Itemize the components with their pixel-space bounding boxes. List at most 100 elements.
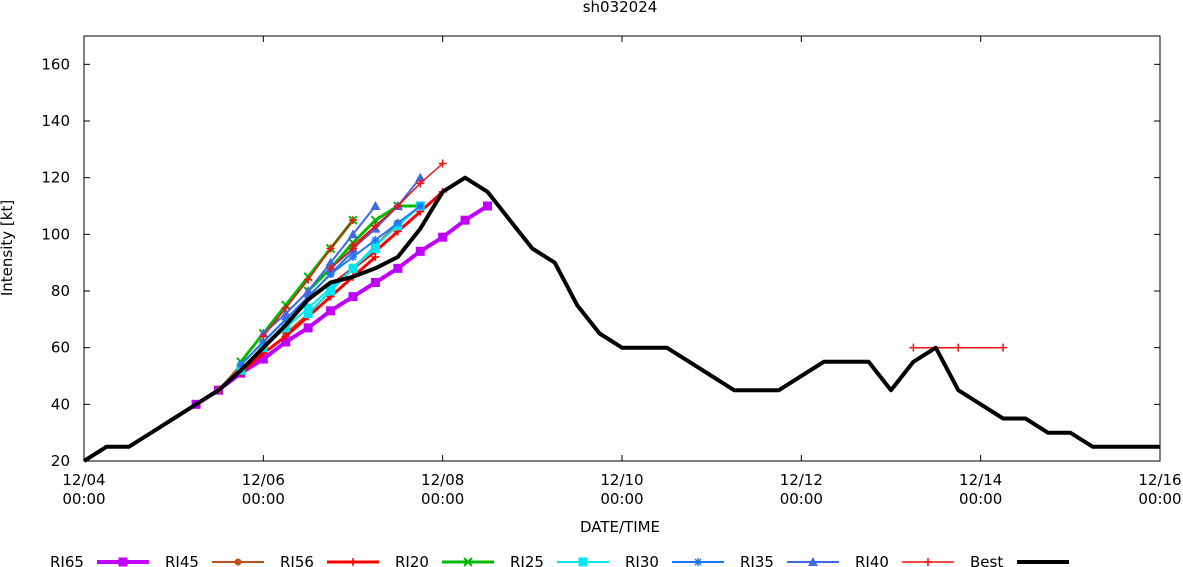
legend-marker: [234, 558, 242, 566]
data-point-ri40: [304, 275, 313, 284]
legend-item-ri56: RI56: [280, 553, 379, 567]
legend-marker: [463, 557, 473, 567]
data-point-ri40: [349, 241, 357, 250]
legend-label: RI65: [50, 553, 84, 567]
data-point-ri35: [348, 229, 358, 239]
data-point-ri40: [371, 221, 380, 230]
data-point-ri65: [281, 337, 291, 347]
y-tick-label: 160: [41, 55, 70, 73]
legend: RI65 RI45 RI56 RI20 RI25 RI30 RI35 RI40 Best: [50, 553, 1069, 567]
series-ri40: [259, 159, 1008, 352]
data-point-ri40: [326, 244, 335, 253]
data-point-ri35: [325, 257, 336, 267]
y-tick-label: 40: [51, 395, 70, 413]
data-point-ri40: [954, 343, 963, 352]
x-axis-title: DATE/TIME: [580, 518, 660, 536]
data-point-ri65: [258, 354, 268, 364]
legend-label: RI30: [625, 553, 659, 567]
data-point-ri30: [349, 253, 357, 261]
data-point-ri25: [326, 286, 336, 296]
data-point-ri65: [303, 323, 313, 333]
x-tick-date-label: 12/08: [421, 471, 464, 489]
legend-label: RI25: [510, 553, 544, 567]
legend-item-ri25: RI25: [510, 553, 609, 567]
data-point-ri65: [393, 263, 403, 273]
data-point-ri40: [393, 202, 402, 210]
x-tick-time-label: 00:00: [242, 490, 285, 508]
data-point-ri40: [416, 179, 425, 188]
data-point-ri40: [909, 343, 918, 352]
data-point-ri65: [438, 232, 448, 242]
x-tick-date-label: 12/12: [780, 471, 823, 489]
data-point-ri65: [415, 246, 425, 256]
data-point-ri25: [303, 303, 313, 313]
data-point-ri30: [304, 292, 313, 301]
data-point-ri35: [280, 308, 291, 318]
chart-title: sh032024: [583, 0, 658, 16]
legend-label: RI45: [165, 553, 199, 567]
data-point-ri65: [483, 201, 492, 211]
y-tick-label: 60: [51, 339, 70, 357]
legend-label: RI40: [855, 553, 889, 567]
x-tick-time-label: 00:00: [62, 490, 105, 508]
y-tick-label: 100: [41, 225, 70, 243]
x-tick-time-label: 00:00: [1138, 490, 1181, 508]
data-point-ri35: [370, 201, 381, 210]
x-tick-date-label: 12/14: [959, 471, 1002, 489]
data-point-ri40: [281, 304, 290, 312]
data-point-ri30: [236, 360, 245, 369]
data-point-ri65: [348, 292, 358, 302]
data-point-ri30: [259, 338, 268, 346]
legend-item-ri45: RI45: [165, 553, 264, 567]
data-point-ri25: [348, 263, 358, 273]
data-point-ri30: [281, 315, 290, 324]
y-tick-label: 140: [41, 112, 70, 130]
series-ri30: [236, 202, 425, 369]
legend-marker: [578, 557, 588, 567]
x-tick-time-label: 00:00: [780, 490, 823, 508]
legend-item-best: Best: [970, 553, 1069, 567]
series-line-best: [82, 175, 1160, 463]
data-point-ri65: [460, 215, 470, 225]
x-tick-time-label: 00:00: [421, 490, 464, 508]
legend-item-ri40: RI40: [855, 553, 954, 567]
data-point-ri40: [438, 159, 447, 168]
data-point-ri30: [416, 202, 425, 210]
legend-marker: [808, 557, 818, 566]
x-tick-date-label: 12/16: [1138, 471, 1181, 489]
plot-frame: [83, 35, 1161, 462]
data-point-ri56: [281, 332, 290, 341]
x-tick-date-label: 12/04: [62, 471, 105, 489]
data-point-ri35: [415, 172, 426, 182]
data-point-ri30: [393, 219, 402, 227]
data-point-ri40: [349, 216, 357, 225]
legend-marker: [118, 557, 128, 567]
y-axis-title: Intensity [kt]: [0, 200, 16, 296]
tick-labels: 2040608010012014016012/0400:0012/0600:00…: [41, 55, 1181, 508]
data-point-ri25: [303, 309, 313, 319]
legend-marker: [924, 558, 932, 566]
data-point-ri30: [371, 236, 380, 244]
legend-label: RI20: [395, 553, 429, 567]
legend-item-ri35: RI35: [740, 553, 839, 567]
x-tick-date-label: 12/10: [600, 471, 643, 489]
data-point-ri25: [370, 241, 380, 251]
legend-marker: [349, 558, 357, 566]
legend-item-ri65: RI65: [50, 553, 149, 567]
legend-item-ri30: RI30: [625, 553, 724, 567]
x-tick-time-label: 00:00: [600, 490, 643, 508]
legend-label: Best: [970, 553, 1003, 567]
data-point-ri40: [999, 343, 1008, 352]
x-tick-date-label: 12/06: [242, 471, 285, 489]
data-point-ri40: [326, 264, 335, 273]
data-point-ri30: [326, 270, 335, 278]
y-tick-label: 120: [41, 169, 70, 187]
x-tick-time-label: 00:00: [959, 490, 1002, 508]
legend-label: RI56: [280, 553, 314, 567]
data-point-ri65: [370, 278, 380, 287]
legend-label: RI35: [740, 553, 774, 567]
legend-marker: [694, 558, 702, 566]
data-point-ri65: [326, 306, 336, 316]
